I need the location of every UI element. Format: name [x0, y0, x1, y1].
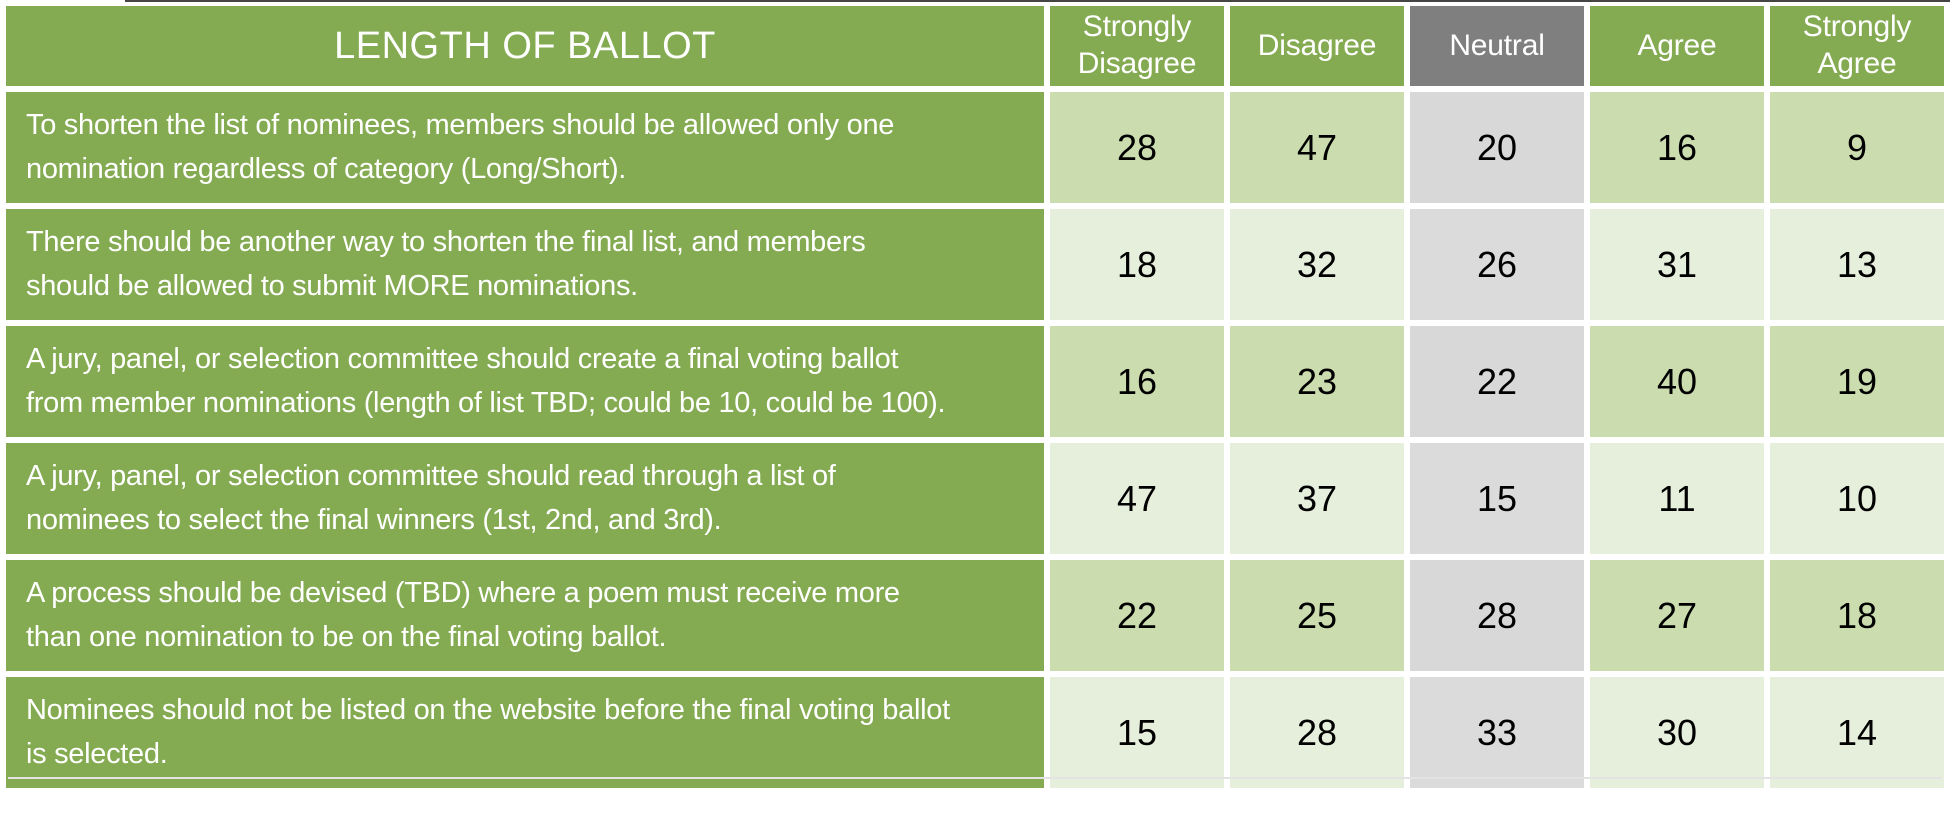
value-cell: 10 [1770, 443, 1944, 554]
table-row: Nominees should not be listed on the web… [6, 677, 1944, 788]
survey-results-table: LENGTH OF BALLOT Strongly Disagree Disag… [6, 6, 1944, 788]
table-row: A jury, panel, or selection committee sh… [6, 326, 1944, 437]
value-cell: 32 [1230, 209, 1404, 320]
value-cell: 28 [1050, 92, 1224, 203]
value-cell: 27 [1590, 560, 1764, 671]
table-header-row: LENGTH OF BALLOT Strongly Disagree Disag… [6, 6, 1944, 86]
value-cell: 30 [1590, 677, 1764, 788]
value-cell: 31 [1590, 209, 1764, 320]
column-header-strongly-agree: Strongly Agree [1770, 6, 1944, 86]
value-cell: 18 [1770, 560, 1944, 671]
value-cell: 9 [1770, 92, 1944, 203]
statement-cell: A process should be devised (TBD) where … [6, 560, 1044, 671]
value-cell: 15 [1410, 443, 1584, 554]
value-cell: 26 [1410, 209, 1584, 320]
column-header-agree: Agree [1590, 6, 1764, 86]
value-cell: 40 [1590, 326, 1764, 437]
table-row: A jury, panel, or selection committee sh… [6, 443, 1944, 554]
value-cell: 16 [1050, 326, 1224, 437]
value-cell: 22 [1410, 326, 1584, 437]
statement-cell: Nominees should not be listed on the web… [6, 677, 1044, 788]
value-cell: 15 [1050, 677, 1224, 788]
value-cell: 13 [1770, 209, 1944, 320]
value-cell: 19 [1770, 326, 1944, 437]
statement-cell: A jury, panel, or selection committee sh… [6, 443, 1044, 554]
column-header-strongly-disagree: Strongly Disagree [1050, 6, 1224, 86]
table-row: A process should be devised (TBD) where … [6, 560, 1944, 671]
value-cell: 37 [1230, 443, 1404, 554]
value-cell: 47 [1050, 443, 1224, 554]
value-cell: 14 [1770, 677, 1944, 788]
value-cell: 23 [1230, 326, 1404, 437]
value-cell: 28 [1410, 560, 1584, 671]
table-title: LENGTH OF BALLOT [6, 6, 1044, 86]
value-cell: 25 [1230, 560, 1404, 671]
value-cell: 20 [1410, 92, 1584, 203]
value-cell: 47 [1230, 92, 1404, 203]
value-cell: 28 [1230, 677, 1404, 788]
statement-cell: To shorten the list of nominees, members… [6, 92, 1044, 203]
value-cell: 22 [1050, 560, 1224, 671]
column-header-disagree: Disagree [1230, 6, 1404, 86]
value-cell: 18 [1050, 209, 1224, 320]
top-edge-line [125, 0, 1950, 2]
value-cell: 11 [1590, 443, 1764, 554]
value-cell: 16 [1590, 92, 1764, 203]
statement-cell: A jury, panel, or selection committee sh… [6, 326, 1044, 437]
value-cell: 33 [1410, 677, 1584, 788]
table-row: To shorten the list of nominees, members… [6, 92, 1944, 203]
table-row: There should be another way to shorten t… [6, 209, 1944, 320]
statement-cell: There should be another way to shorten t… [6, 209, 1044, 320]
table-bottom-edge [8, 777, 1942, 779]
column-header-neutral: Neutral [1410, 6, 1584, 86]
